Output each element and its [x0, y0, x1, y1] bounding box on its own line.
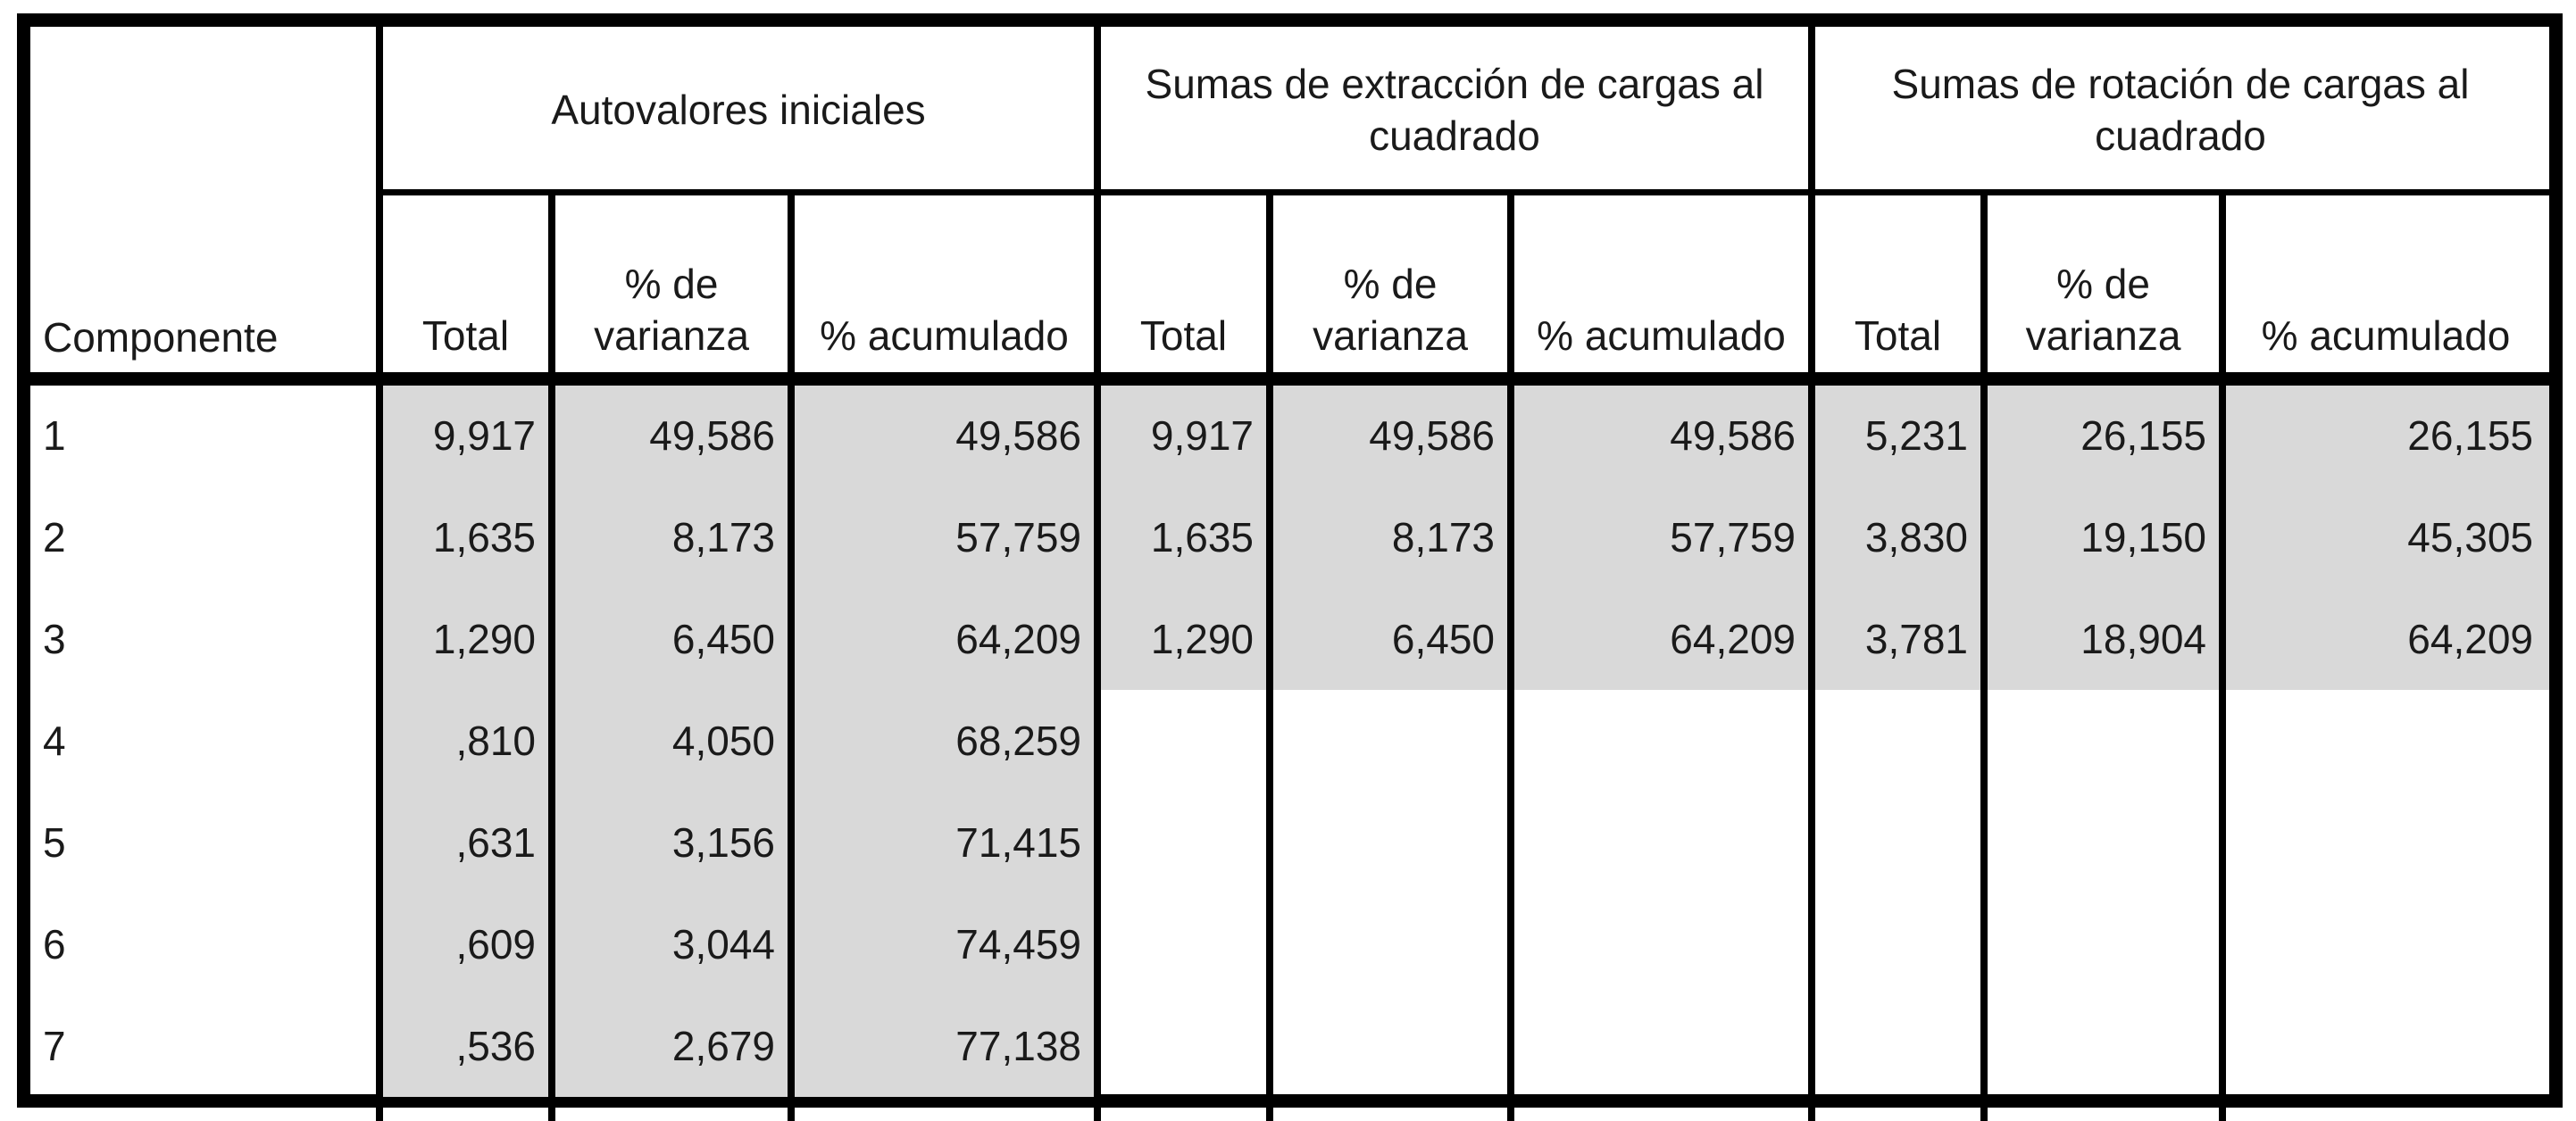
table-cell: [1815, 995, 1980, 1097]
shade-extraction-rotation: [1097, 385, 2549, 690]
component-label: 5: [43, 819, 66, 866]
table-cell: [1514, 995, 1808, 1097]
row-header-componente: Componente: [43, 314, 279, 361]
table-cell: [1101, 893, 1266, 995]
table-cell: 74,459: [955, 921, 1081, 967]
table-cell: ,810: [455, 718, 536, 764]
table-cell: [2226, 995, 2546, 1097]
table-cell: 3,781: [1864, 616, 1968, 662]
table-cell: [2226, 792, 2546, 893]
column-header: % de varianza: [594, 261, 749, 359]
group-header-divider: [379, 189, 2549, 195]
column-divider: [376, 27, 383, 1121]
table-cell: 19,150: [2080, 514, 2206, 560]
table-cell: 8,173: [671, 514, 775, 560]
table-cell: [2226, 893, 2546, 995]
table-cell: [1988, 893, 2219, 995]
table-cell: 1,290: [432, 616, 536, 662]
column-divider: [1094, 27, 1101, 1121]
column-header: % acumulado: [2261, 312, 2511, 359]
table-cell: [1815, 690, 1980, 792]
table-cell: 71,415: [955, 819, 1081, 866]
header-bottom-rule: [30, 372, 2549, 386]
column-divider: [788, 192, 795, 1121]
table-cell: [1514, 792, 1808, 893]
table-cell: 49,586: [955, 412, 1081, 459]
table-cell: [1815, 893, 1980, 995]
table-cell: 64,209: [2407, 616, 2533, 662]
table-cell: [1988, 792, 2219, 893]
table-cell: [1273, 690, 1507, 792]
table-cell: 9,917: [1150, 412, 1254, 459]
table-cell: 64,209: [955, 616, 1081, 662]
table-cell: 68,259: [955, 718, 1081, 764]
table-cell: 49,586: [1670, 412, 1796, 459]
table-cell: [1101, 690, 1266, 792]
table-cell: ,536: [455, 1023, 536, 1069]
table-cell: 49,586: [1369, 412, 1495, 459]
table-cell: [1988, 690, 2219, 792]
shade-initial: [379, 385, 1097, 1097]
group-header: Sumas de extracción de cargas al cuadrad…: [1145, 60, 1764, 159]
table-cell: 8,173: [1391, 514, 1495, 560]
column-divider: [1507, 192, 1514, 1121]
table-cell: 1,290: [1150, 616, 1254, 662]
table-cell: 6,450: [671, 616, 775, 662]
column-divider: [2219, 192, 2226, 1121]
table-cell: ,609: [455, 921, 536, 967]
table-cell: 9,917: [432, 412, 536, 459]
column-header: % acumulado: [1537, 312, 1786, 359]
table-cell: [1815, 792, 1980, 893]
table-cell: [1101, 792, 1266, 893]
table-cell: 18,904: [2080, 616, 2206, 662]
table-cell: 26,155: [2407, 412, 2533, 459]
table-cell: 1,635: [1150, 514, 1254, 560]
column-header: % de varianza: [1313, 261, 1468, 359]
column-divider: [1980, 192, 1988, 1121]
component-label: 1: [43, 412, 66, 459]
table-cell: 3,156: [671, 819, 775, 866]
table-cell: 1,635: [432, 514, 536, 560]
table-cell: [1273, 893, 1507, 995]
table-cell: [1514, 893, 1808, 995]
column-divider: [1266, 192, 1273, 1121]
table-cell: 77,138: [955, 1023, 1081, 1069]
table-cell: [2226, 690, 2546, 792]
component-label: 3: [43, 616, 66, 662]
table-cell: 49,586: [649, 412, 775, 459]
column-header: Total: [1854, 312, 1942, 359]
table-cell: 2,679: [671, 1023, 775, 1069]
table-cell: 3,830: [1864, 514, 1968, 560]
column-divider: [1808, 27, 1815, 1121]
group-header: Autovalores iniciales: [551, 86, 926, 133]
table-cell: [1988, 995, 2219, 1097]
table-cell: 26,155: [2080, 412, 2206, 459]
table-cell: [1514, 690, 1808, 792]
table-cell: 57,759: [955, 514, 1081, 560]
column-header: Total: [1139, 312, 1228, 359]
variance-explained-table: Componente Autovalores iniciales Sumas de …: [17, 13, 2563, 1121]
component-label: 4: [43, 718, 66, 764]
table-cell: 3,044: [671, 921, 775, 967]
table-cell: 45,305: [2407, 514, 2533, 560]
table-cell: [1273, 995, 1507, 1097]
column-header: % acumulado: [820, 312, 1069, 359]
column-divider: [548, 192, 555, 1121]
component-label: 6: [43, 921, 66, 967]
column-header: % de varianza: [2025, 261, 2181, 359]
table-cell: [1101, 995, 1266, 1097]
component-label: 7: [43, 1023, 66, 1069]
table-cell: 64,209: [1670, 616, 1796, 662]
group-header: Sumas de rotación de cargas al cuadrado: [1891, 60, 2470, 159]
column-header: Total: [421, 312, 510, 359]
table-cell: ,631: [455, 819, 536, 866]
component-label: 2: [43, 514, 66, 560]
table-cell: [1273, 792, 1507, 893]
table-cell: 4,050: [671, 718, 775, 764]
table-cell: 5,231: [1864, 412, 1968, 459]
table-cell: 57,759: [1670, 514, 1796, 560]
table-cell: 6,450: [1391, 616, 1495, 662]
